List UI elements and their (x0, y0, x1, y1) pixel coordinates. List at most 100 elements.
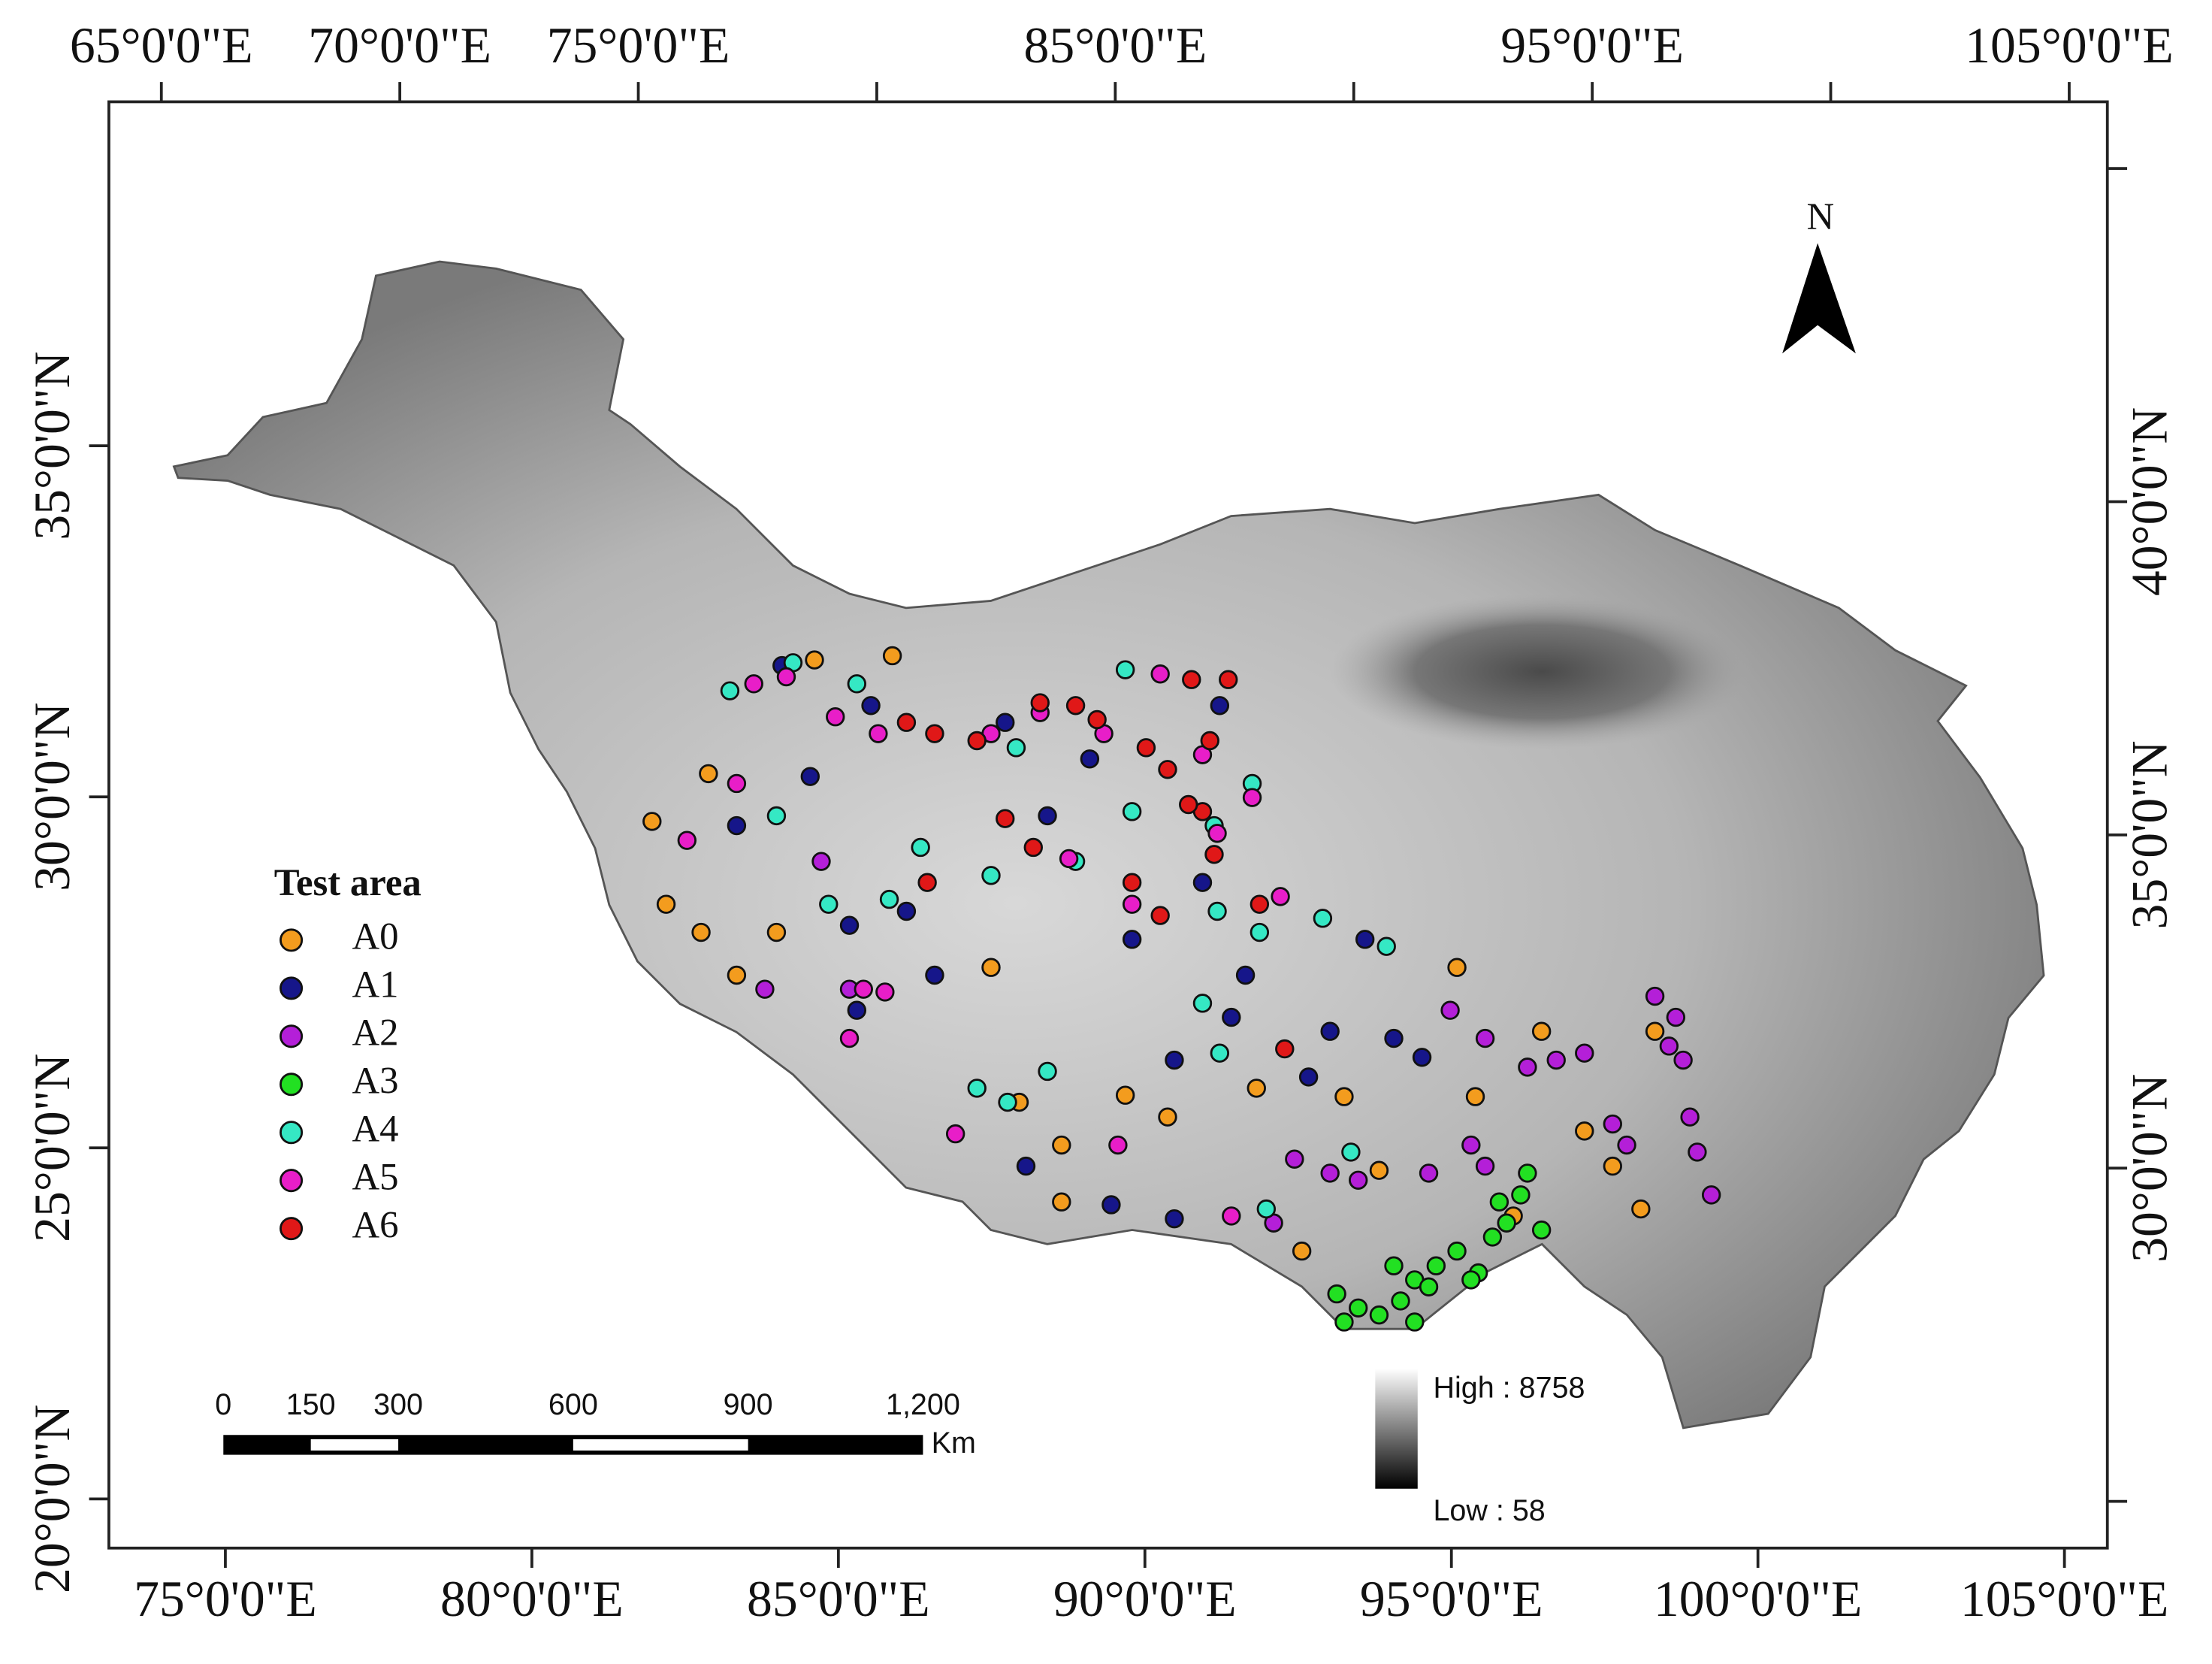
sample-point (1405, 1312, 1425, 1332)
sample-point (1052, 1135, 1071, 1155)
x-tick-label: 105°0'0"E (1960, 1571, 2169, 1627)
sample-point (1701, 1185, 1721, 1205)
x-tick-label: 95°0'0"E (1360, 1571, 1543, 1627)
sample-point (1150, 906, 1170, 925)
sample-point (776, 667, 796, 687)
sample-point (1222, 1206, 1241, 1226)
legend-label: A2 (352, 1011, 398, 1053)
sample-point (875, 982, 895, 1002)
sample-point (826, 707, 845, 727)
sample-point (1355, 930, 1375, 949)
legend-swatch (280, 1121, 304, 1145)
sample-point (1412, 1048, 1432, 1067)
legend-label: A0 (352, 915, 398, 958)
sample-point (691, 922, 711, 942)
sample-point (869, 724, 888, 743)
sample-point (896, 712, 917, 732)
sample-point (839, 1028, 860, 1048)
sample-points (642, 646, 1721, 1332)
sample-point (766, 806, 787, 826)
sample-point (1575, 1121, 1594, 1141)
sample-point (1298, 1067, 1319, 1087)
sample-point (1659, 1036, 1679, 1056)
scale-bar-segment (573, 1439, 748, 1451)
sample-point (1275, 1039, 1295, 1059)
legend-swatch (280, 928, 304, 952)
sample-point (879, 889, 899, 909)
sample-point (1645, 1021, 1665, 1041)
sample-point (1334, 1312, 1354, 1332)
sample-point (1023, 837, 1043, 858)
top-tick-label: 105°0'0"E (1965, 17, 2174, 74)
sample-point (1192, 873, 1213, 892)
sample-point (1122, 873, 1142, 892)
sample-point (1369, 1305, 1389, 1325)
scale-bar-unit: Km (932, 1427, 976, 1460)
sample-point (1546, 1050, 1566, 1070)
sample-point (1475, 1028, 1495, 1048)
right-tick-label: 35°0'0"N (2122, 740, 2178, 929)
sample-point (1518, 1163, 1537, 1183)
basin-shading (1330, 594, 1754, 749)
elevation-high: High : 8758 (1433, 1372, 1585, 1405)
sample-point (1210, 696, 1230, 716)
sample-point (1320, 1163, 1340, 1183)
sample-point (699, 764, 718, 784)
y-tick-label: 35°0'0"N (24, 352, 80, 540)
elevation-low: Low : 58 (1433, 1494, 1545, 1527)
legend: A0 A1 A2 A3 A4 A5 A6 (280, 915, 399, 1245)
sample-point (1680, 1107, 1700, 1127)
sample-point (1222, 1007, 1241, 1027)
sample-point (1108, 1135, 1128, 1155)
y-tick-label: 20°0'0"N (24, 1405, 80, 1593)
scale-bar: 0 150 300 600 900 1,200 Km (215, 1388, 976, 1460)
legend-swatch (280, 1024, 304, 1048)
right-tick-label: 30°0'0"N (2122, 1074, 2178, 1263)
north-arrow (1782, 243, 1856, 354)
sample-point (1165, 1050, 1184, 1070)
sample-point (882, 646, 902, 666)
sample-point (1250, 894, 1270, 914)
sample-point (744, 674, 763, 694)
sample-point (847, 1000, 867, 1020)
sample-point (1461, 1270, 1481, 1290)
sample-point (805, 650, 824, 670)
sample-point (1080, 749, 1100, 769)
sample-point (1292, 1241, 1312, 1261)
sample-point (967, 731, 987, 751)
sample-point (1497, 1213, 1516, 1233)
right-tick-label: 40°0'0"N (2122, 407, 2178, 596)
scale-bar-label: 300 (373, 1388, 423, 1421)
sample-point (1122, 894, 1142, 914)
sample-point (1016, 1156, 1036, 1176)
sample-point (1440, 1000, 1460, 1020)
sample-point (1391, 1291, 1410, 1311)
sample-point (998, 1092, 1017, 1112)
sample-point (1666, 1007, 1686, 1027)
legend-swatch (280, 1073, 304, 1097)
sample-point (1518, 1057, 1537, 1077)
legend-title: Test area (274, 861, 422, 903)
sample-point (1207, 901, 1227, 921)
sample-point (1087, 709, 1107, 730)
sample-point (1256, 1199, 1277, 1219)
x-tick-label: 80°0'0"E (440, 1571, 624, 1627)
legend-swatch (280, 1169, 304, 1193)
legend-swatch (280, 976, 304, 1000)
sample-point (1207, 824, 1227, 843)
legend-label: A3 (352, 1059, 398, 1101)
sample-point (1603, 1114, 1622, 1134)
sample-point (1511, 1185, 1531, 1205)
sample-point (1165, 1209, 1184, 1229)
sample-point (1052, 1192, 1071, 1212)
sample-point (1204, 845, 1224, 864)
sample-point (1349, 1170, 1368, 1190)
sample-point (1447, 958, 1467, 977)
sample-point (642, 812, 662, 831)
sample-point (1384, 1256, 1404, 1275)
sample-point (1645, 986, 1665, 1006)
y-tick-label: 25°0'0"N (24, 1054, 80, 1242)
scale-bar-segment (310, 1439, 399, 1451)
x-tick-label: 100°0'0"E (1654, 1571, 1863, 1627)
sample-point (1419, 1277, 1439, 1296)
